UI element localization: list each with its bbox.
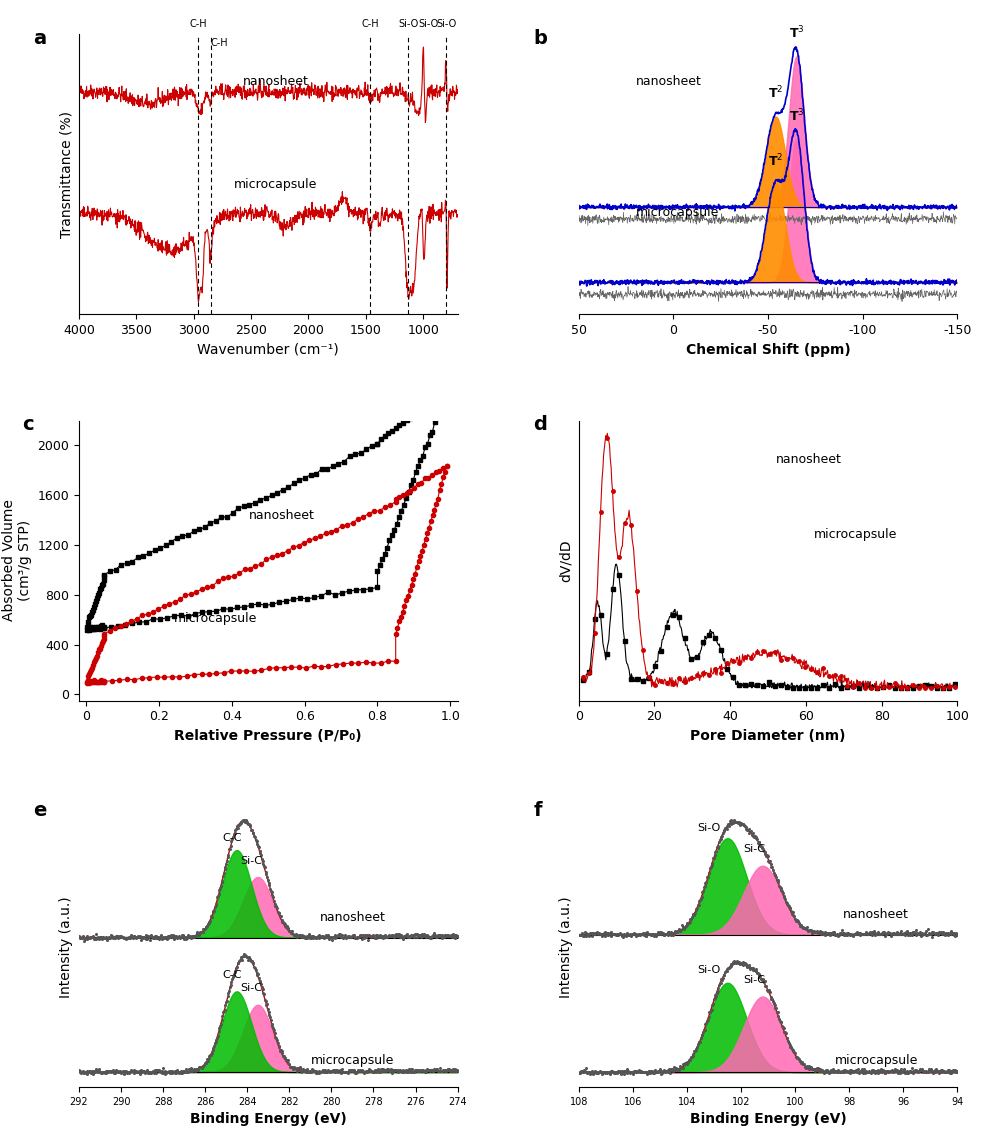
X-axis label: Wavenumber (cm⁻¹): Wavenumber (cm⁻¹) — [197, 342, 339, 357]
Text: nanosheet: nanosheet — [243, 74, 309, 88]
Text: T$^2$: T$^2$ — [767, 85, 783, 102]
Text: microcapsule: microcapsule — [812, 529, 896, 541]
Text: f: f — [532, 801, 541, 820]
Text: C-H: C-H — [211, 38, 229, 48]
Text: C-H: C-H — [361, 18, 379, 29]
Text: d: d — [532, 415, 546, 434]
Text: nanosheet: nanosheet — [249, 509, 315, 522]
X-axis label: Chemical Shift (ppm): Chemical Shift (ppm) — [685, 342, 850, 357]
Text: Si-O: Si-O — [397, 18, 418, 29]
Text: Si-C: Si-C — [241, 856, 262, 866]
Text: Si-O: Si-O — [436, 18, 456, 29]
Text: T$^3$: T$^3$ — [788, 108, 804, 125]
X-axis label: Binding Energy (eV): Binding Energy (eV) — [689, 1112, 846, 1126]
Text: microcapsule: microcapsule — [635, 206, 718, 220]
Text: C-C: C-C — [223, 833, 242, 843]
Text: Si-O: Si-O — [418, 18, 439, 29]
Text: Si-C: Si-C — [742, 975, 765, 985]
X-axis label: Binding Energy (eV): Binding Energy (eV) — [189, 1112, 346, 1126]
Text: T$^3$: T$^3$ — [788, 25, 804, 41]
Text: microcapsule: microcapsule — [311, 1054, 393, 1067]
Y-axis label: Absorbed Volume
(cm³/g STP): Absorbed Volume (cm³/g STP) — [2, 500, 32, 621]
Text: C-H: C-H — [189, 18, 207, 29]
Y-axis label: Transmittance (%): Transmittance (%) — [59, 111, 73, 238]
Text: microcapsule: microcapsule — [234, 178, 317, 191]
Text: nanosheet: nanosheet — [842, 908, 908, 921]
Text: T$^2$: T$^2$ — [767, 153, 783, 169]
Text: microcapsule: microcapsule — [174, 612, 256, 625]
Y-axis label: Intensity (a.u.): Intensity (a.u.) — [59, 896, 73, 998]
Text: b: b — [532, 29, 546, 48]
Text: Si-C: Si-C — [742, 844, 765, 853]
Text: nanosheet: nanosheet — [319, 912, 385, 924]
Text: Si-O: Si-O — [696, 824, 720, 833]
Text: C-C: C-C — [223, 970, 242, 980]
Text: Si-C: Si-C — [241, 984, 262, 993]
Text: Si-O: Si-O — [696, 966, 720, 975]
Y-axis label: dV/dD: dV/dD — [559, 539, 573, 582]
Text: c: c — [22, 415, 34, 434]
X-axis label: Relative Pressure (P/P₀): Relative Pressure (P/P₀) — [175, 729, 362, 742]
Text: nanosheet: nanosheet — [635, 74, 701, 88]
Y-axis label: Intensity (a.u.): Intensity (a.u.) — [559, 896, 573, 998]
Text: nanosheet: nanosheet — [775, 453, 841, 466]
X-axis label: Pore Diameter (nm): Pore Diameter (nm) — [689, 729, 845, 742]
Text: e: e — [34, 801, 47, 820]
Text: microcapsule: microcapsule — [834, 1054, 917, 1067]
Text: a: a — [34, 29, 46, 48]
